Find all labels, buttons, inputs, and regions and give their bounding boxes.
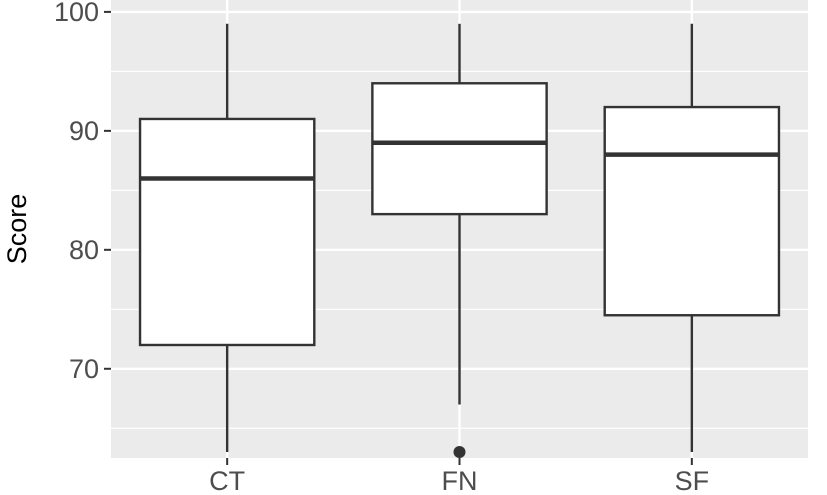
y-axis-title: Score: [2, 194, 32, 265]
box-ct: [138, 23, 316, 453]
box-iqr: [371, 82, 548, 216]
y-tick-label: 70: [69, 354, 99, 384]
y-axis: 70 80 90 100: [54, 0, 111, 384]
outlier-point: [453, 446, 466, 459]
box-fn: [371, 23, 548, 459]
boxes: [138, 23, 781, 459]
x-tick-label: CT: [209, 466, 245, 495]
y-tick-label: 100: [54, 0, 99, 27]
y-tick-label: 90: [69, 116, 99, 146]
box-iqr: [138, 117, 316, 347]
y-tick-label: 80: [69, 235, 99, 265]
x-tick-label: FN: [442, 466, 478, 495]
box-iqr: [603, 105, 781, 317]
x-axis: CT FN SF: [209, 458, 709, 495]
box-sf: [603, 23, 781, 453]
x-tick-label: SF: [675, 466, 710, 495]
